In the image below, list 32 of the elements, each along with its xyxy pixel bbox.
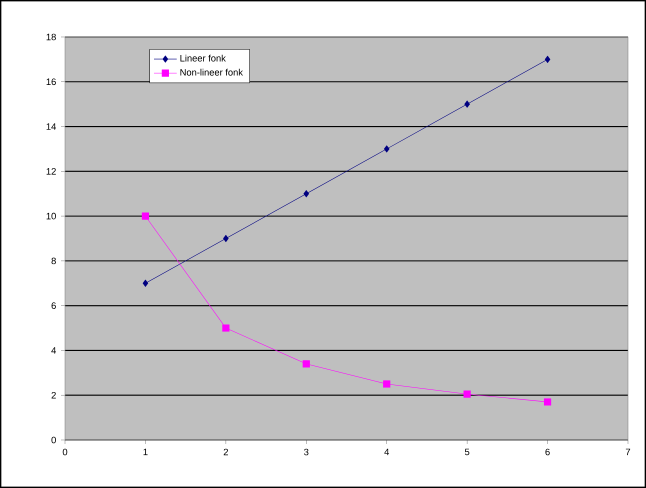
point [464, 100, 470, 108]
y-tick-label: 14 [46, 123, 56, 130]
x-tick-label: 4 [384, 448, 390, 456]
point [304, 190, 310, 198]
point [223, 234, 229, 242]
y-tick-label: 2 [52, 392, 56, 398]
x-tick-label: 1 [144, 448, 148, 456]
legend-label: Lineer fonk [180, 54, 226, 62]
point [544, 56, 550, 63]
y-tick-label: 6 [52, 302, 56, 309]
x-tick-label: 5 [464, 448, 470, 456]
x-tick-label: 6 [545, 448, 550, 456]
y-tick-label: 0 [51, 436, 56, 444]
point [142, 212, 150, 220]
point [544, 398, 552, 406]
point [384, 145, 390, 153]
point [464, 390, 471, 398]
y-tick-label: 18 [46, 34, 56, 40]
y-tick-label: 8 [52, 258, 56, 264]
point [222, 324, 230, 332]
y-tick-label: 4 [51, 347, 56, 354]
legend-label: Non-lineer fonk [180, 68, 243, 76]
x-tick-label: 7 [626, 448, 630, 456]
point [302, 360, 310, 368]
point [142, 280, 148, 287]
y-tick-label: 16 [46, 78, 56, 86]
x-tick-label: 3 [304, 448, 308, 456]
x-tick-label: 0 [62, 448, 68, 456]
y-tick-label: 12 [46, 168, 56, 175]
point [383, 380, 390, 388]
y-tick-label: 10 [46, 212, 56, 220]
x-tick-label: 2 [224, 448, 228, 456]
